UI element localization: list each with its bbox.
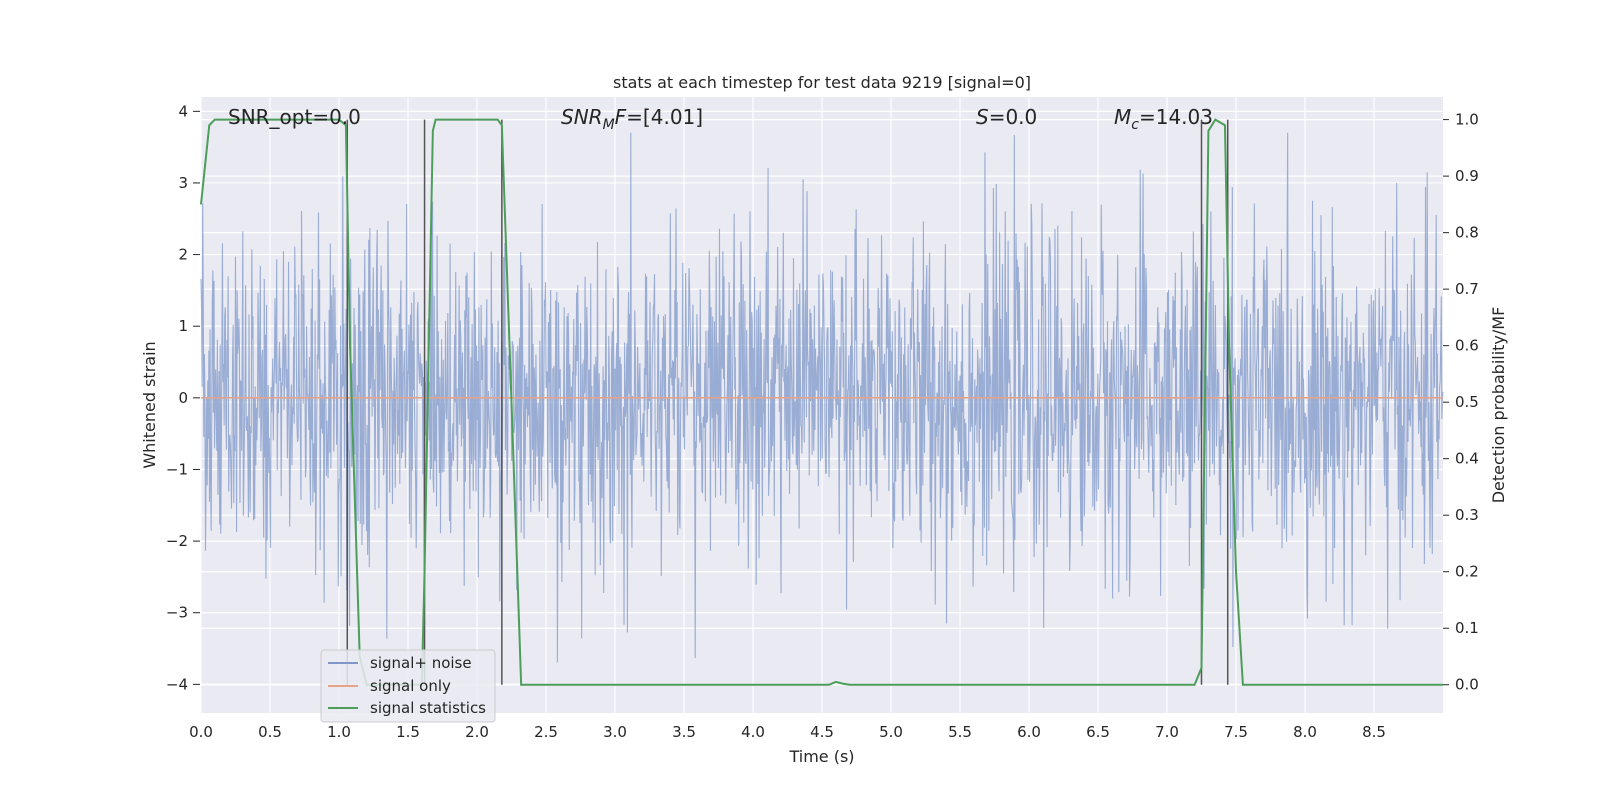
legend-label-signal-statistics: signal statistics xyxy=(370,699,486,717)
x-tick-label: 3.5 xyxy=(672,723,696,741)
y-tick-label: −3 xyxy=(166,604,188,622)
x-tick-label: 0.0 xyxy=(189,723,213,741)
y-right-tick-label: 0.7 xyxy=(1455,280,1479,298)
x-tick-label: 7.0 xyxy=(1155,723,1179,741)
y-right-tick-label: 0.4 xyxy=(1455,450,1479,468)
y-right-axis-ticks: 1.0 0.9 0.8 0.7 0.6 0.5 0.4 0.3 0.2 0.1 0.0 xyxy=(1443,111,1479,694)
legend: signal+ noise signal only signal statist… xyxy=(320,649,496,723)
x-tick-label: 1.5 xyxy=(396,723,420,741)
y-axis-label: Whitened strain xyxy=(140,341,159,468)
annotation-snr-mf-rest: =[4.01] xyxy=(626,105,703,129)
x-tick-label: 6.0 xyxy=(1017,723,1041,741)
legend-box xyxy=(320,649,496,723)
annotation-snr-mf-sub: M xyxy=(603,117,615,133)
y-right-tick-label: 0.1 xyxy=(1455,619,1479,637)
x-tick-label: 4.5 xyxy=(810,723,834,741)
y-right-tick-label: 0.9 xyxy=(1455,167,1479,185)
y-right-tick-label: 0.8 xyxy=(1455,224,1479,242)
series-signal-plus-noise xyxy=(200,132,1444,663)
x-tick-label: 7.5 xyxy=(1224,723,1248,741)
x-tick-label: 8.5 xyxy=(1362,723,1386,741)
annotation-s: S=0.0 xyxy=(976,105,1037,129)
x-tick-label: 5.0 xyxy=(879,723,903,741)
y-right-tick-label: 0.5 xyxy=(1455,393,1479,411)
chart-title: stats at each timestep for test data 921… xyxy=(613,73,1031,92)
annotation-mc-rest: =14.03 xyxy=(1139,105,1213,129)
annotation-snr-mf-rest-f: F xyxy=(615,105,627,129)
legend-label-signal-plus-noise: signal+ noise xyxy=(370,654,472,672)
y-tick-label: −2 xyxy=(166,532,188,550)
annotation-mc-main: M xyxy=(1114,105,1131,129)
x-tick-label: 2.5 xyxy=(534,723,558,741)
x-tick-label: 0.5 xyxy=(258,723,282,741)
y-tick-label: 1 xyxy=(178,317,188,335)
x-tick-label: 4.0 xyxy=(741,723,765,741)
x-tick-label: 1.0 xyxy=(327,723,351,741)
annotation-snr-mf: SNRMF=[4.01] xyxy=(561,105,703,133)
y-right-tick-label: 0.0 xyxy=(1455,676,1479,694)
signal-statistics-line xyxy=(200,118,1443,686)
x-tick-label: 2.0 xyxy=(465,723,489,741)
legend-label-signal-only: signal only xyxy=(370,677,451,695)
y-axis-ticks: 4 3 2 1 0 −1 −2 −3 −4 xyxy=(166,102,200,693)
y-tick-label: 3 xyxy=(178,174,188,192)
x-axis-label: Time (s) xyxy=(788,747,854,766)
series-signal-statistics xyxy=(200,118,1443,686)
y-tick-label: −4 xyxy=(166,675,188,693)
y-right-tick-label: 0.6 xyxy=(1455,337,1479,355)
annotation-mc-sub: c xyxy=(1131,117,1139,133)
annotation-s-rest: =0.0 xyxy=(989,105,1038,129)
x-tick-label: 3.0 xyxy=(603,723,627,741)
annotation-snr-opt: SNR_opt=0.0 xyxy=(228,105,361,129)
y-right-tick-label: 0.3 xyxy=(1455,506,1479,524)
annotation-s-main: S xyxy=(976,105,989,129)
x-tick-label: 5.5 xyxy=(948,723,972,741)
x-axis-ticks: 0.0 0.5 1.0 1.5 2.0 2.5 3.0 3.5 4.0 4.5 5.0 5.5 6.0 6… xyxy=(189,723,1386,741)
signal-plus-noise-line xyxy=(200,132,1444,663)
y-right-axis-label: Detection probability/MF xyxy=(1489,307,1508,504)
annotation-snr-mf-main: SNR xyxy=(561,105,603,129)
y-tick-label: −1 xyxy=(166,460,188,478)
y-right-tick-label: 1.0 xyxy=(1455,111,1479,129)
x-tick-label: 6.5 xyxy=(1086,723,1110,741)
y-tick-label: 2 xyxy=(178,246,188,264)
y-tick-label: 0 xyxy=(178,389,188,407)
y-tick-label: 4 xyxy=(178,102,188,120)
annotation-mc: Mc=14.03 xyxy=(1114,105,1213,133)
y-right-tick-label: 0.2 xyxy=(1455,563,1479,581)
x-tick-label: 8.0 xyxy=(1293,723,1317,741)
